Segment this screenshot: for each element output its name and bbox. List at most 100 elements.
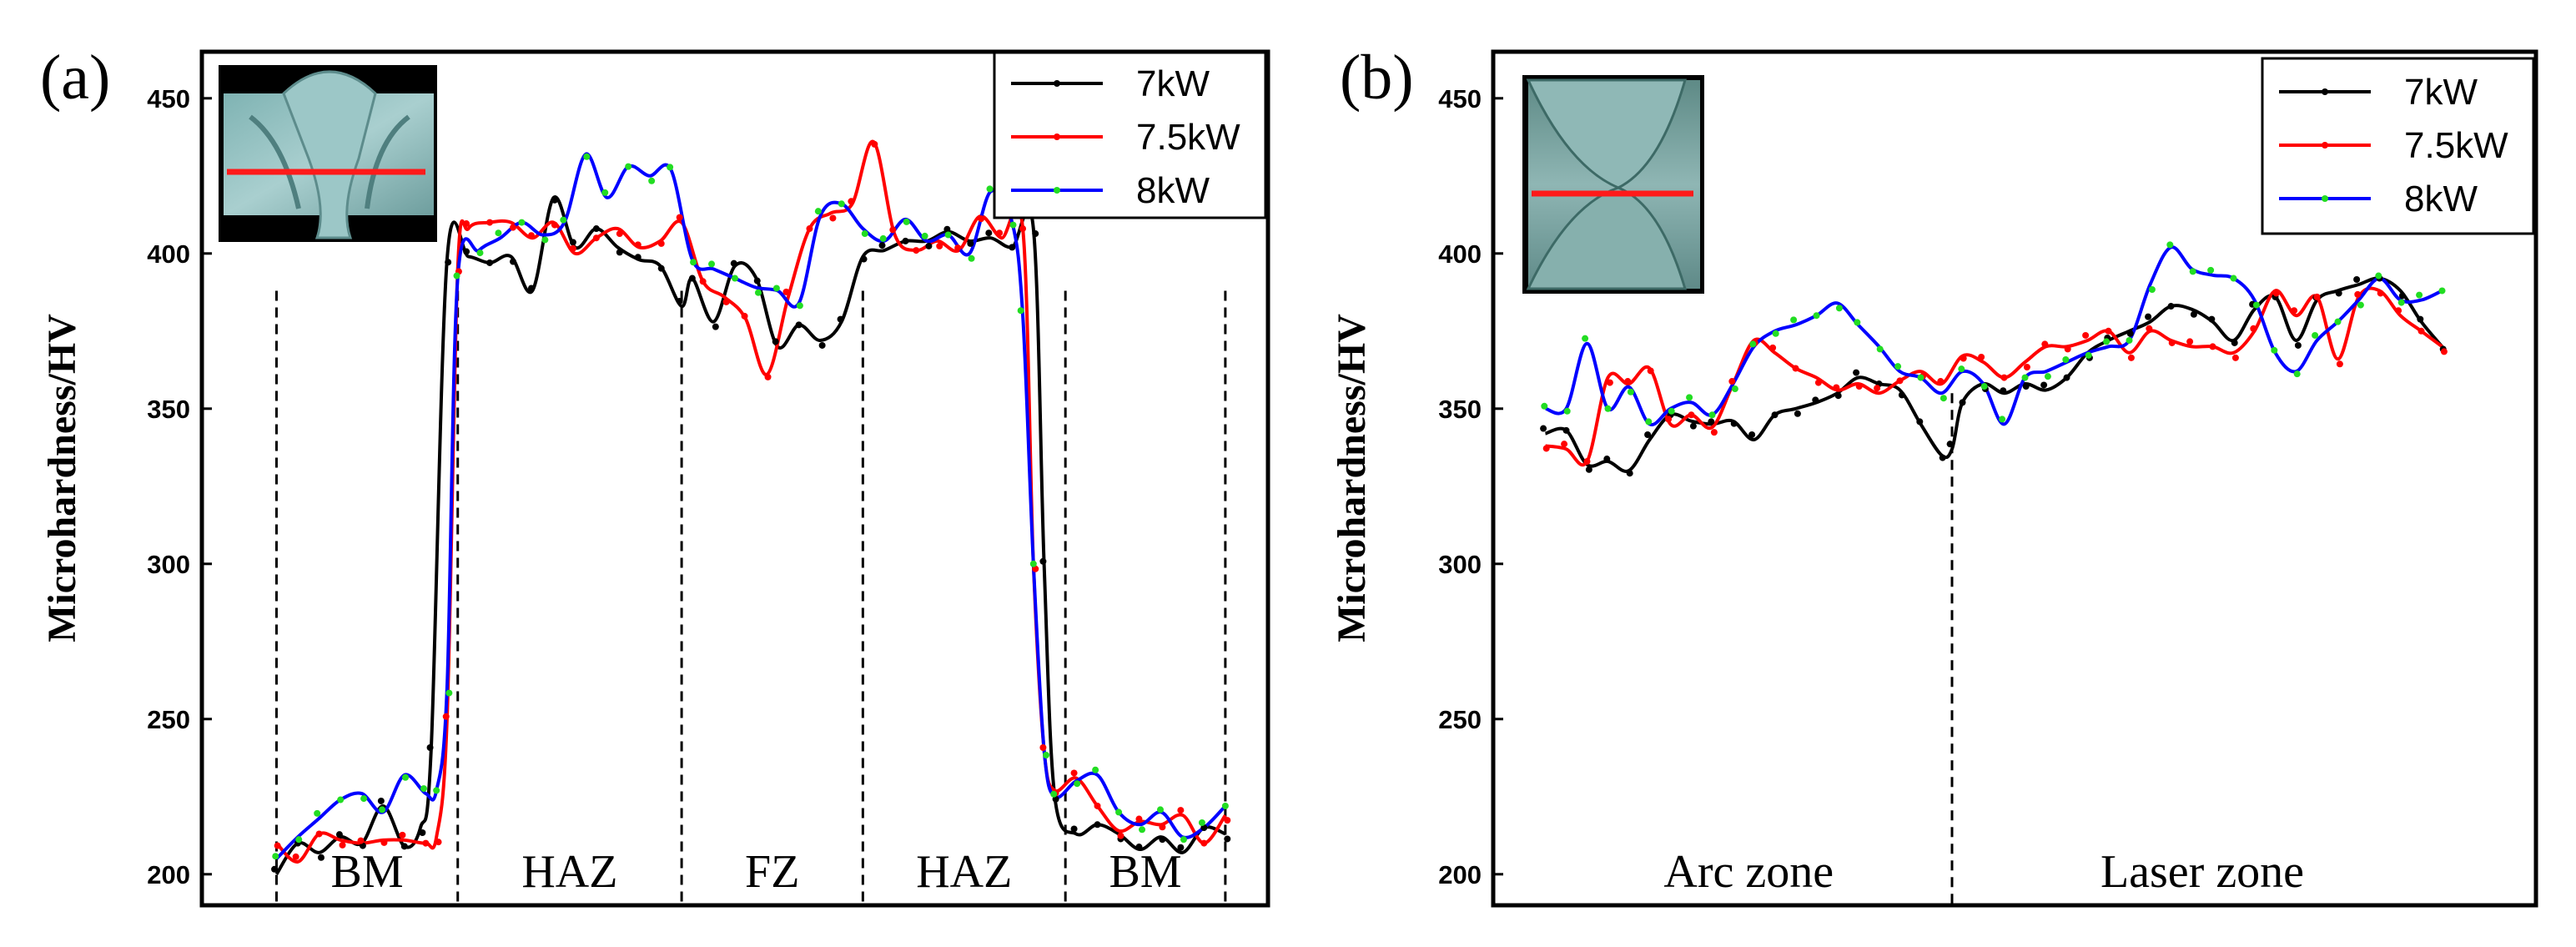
data-point <box>1814 379 1822 386</box>
data-point <box>1855 383 1863 390</box>
data-point <box>754 289 762 296</box>
panel-a: (a) Microhardness/HV 200250300350400450 … <box>40 43 1270 908</box>
data-point <box>1094 821 1101 829</box>
data-point <box>2294 341 2302 349</box>
data-point <box>2395 307 2402 315</box>
data-point <box>295 836 303 844</box>
data-point <box>2377 290 2384 297</box>
series-line <box>1544 245 2443 426</box>
panel-label-a: (a) <box>40 43 110 113</box>
data-point <box>1960 355 1967 362</box>
zone-label: BM <box>1109 846 1181 898</box>
data-point <box>1135 815 1143 823</box>
data-point <box>2148 286 2156 293</box>
data-point <box>292 853 299 860</box>
data-point <box>339 841 346 849</box>
data-point <box>1177 844 1185 851</box>
data-point <box>913 247 920 254</box>
data-point <box>551 221 558 229</box>
y-ticks-b: 200 250 300 350 400 450 <box>1438 84 1503 889</box>
data-point <box>359 842 366 849</box>
data-point <box>1916 418 1924 426</box>
data-point <box>445 259 452 266</box>
y-tick-label: 350 <box>1438 395 1482 424</box>
data-point <box>2209 343 2216 350</box>
data-point <box>782 288 790 295</box>
data-point <box>968 254 975 262</box>
data-point <box>625 163 632 170</box>
data-point <box>2000 387 2007 395</box>
data-point <box>1224 817 1231 824</box>
data-point <box>1917 374 1924 381</box>
data-point <box>1582 335 1589 342</box>
series-line <box>275 152 1227 860</box>
data-point <box>357 837 365 844</box>
data-point <box>510 258 517 265</box>
data-point <box>317 854 325 861</box>
data-point <box>2021 374 2029 381</box>
legend-label: 7.5kW <box>1136 117 1240 158</box>
data-point <box>1009 244 1016 251</box>
data-point <box>377 797 385 804</box>
data-point <box>634 241 641 249</box>
data-point <box>463 220 470 228</box>
inset-micrograph-a <box>219 65 437 242</box>
data-point <box>1645 418 1653 426</box>
data-point <box>1668 407 1675 415</box>
legend-label: 7.5kW <box>2404 125 2508 166</box>
legend-label: 8kW <box>2404 179 2478 219</box>
data-point <box>648 177 656 184</box>
data-point <box>2022 383 2030 390</box>
data-point <box>722 298 730 305</box>
data-point <box>315 830 323 838</box>
data-point <box>753 277 761 285</box>
data-point <box>925 242 933 249</box>
data-point <box>2417 315 2424 323</box>
data-point <box>583 153 591 160</box>
data-point <box>2230 275 2237 282</box>
data-point <box>495 229 502 237</box>
data-point <box>2335 290 2342 297</box>
data-point <box>1686 394 1693 401</box>
data-point <box>996 229 1004 237</box>
data-point <box>1561 441 1568 448</box>
data-point <box>1958 365 1965 373</box>
data-point <box>1117 832 1124 839</box>
data-point <box>592 234 600 242</box>
data-point <box>1647 367 1654 375</box>
data-point <box>764 373 772 380</box>
data-point <box>2062 356 2070 363</box>
y-tick-label: 400 <box>147 239 190 269</box>
data-point <box>616 230 623 238</box>
data-point <box>2252 301 2260 309</box>
data-point <box>944 231 952 239</box>
data-point <box>1854 319 1861 326</box>
data-point <box>1708 411 1716 419</box>
data-point <box>1689 422 1697 430</box>
series-line <box>1544 276 2444 473</box>
data-point <box>419 829 426 836</box>
data-point <box>1874 385 1881 392</box>
data-point <box>1946 441 1954 448</box>
data-point <box>967 239 974 247</box>
data-point <box>2231 339 2238 346</box>
data-point <box>486 259 494 266</box>
data-point <box>453 272 460 280</box>
data-point <box>1019 225 1027 233</box>
data-point <box>2397 299 2405 306</box>
data-point <box>818 341 826 349</box>
data-point <box>814 208 822 215</box>
data-point <box>2166 241 2174 249</box>
data-point <box>2167 303 2175 310</box>
data-point <box>2354 290 2362 298</box>
data-point <box>879 234 887 242</box>
data-point <box>1999 416 2006 423</box>
data-point <box>1540 425 1547 432</box>
data-point <box>527 285 535 292</box>
data-point <box>1115 808 1123 816</box>
data-point <box>1039 744 1047 751</box>
data-point <box>435 839 442 846</box>
data-point <box>380 839 388 846</box>
data-point <box>569 239 576 246</box>
